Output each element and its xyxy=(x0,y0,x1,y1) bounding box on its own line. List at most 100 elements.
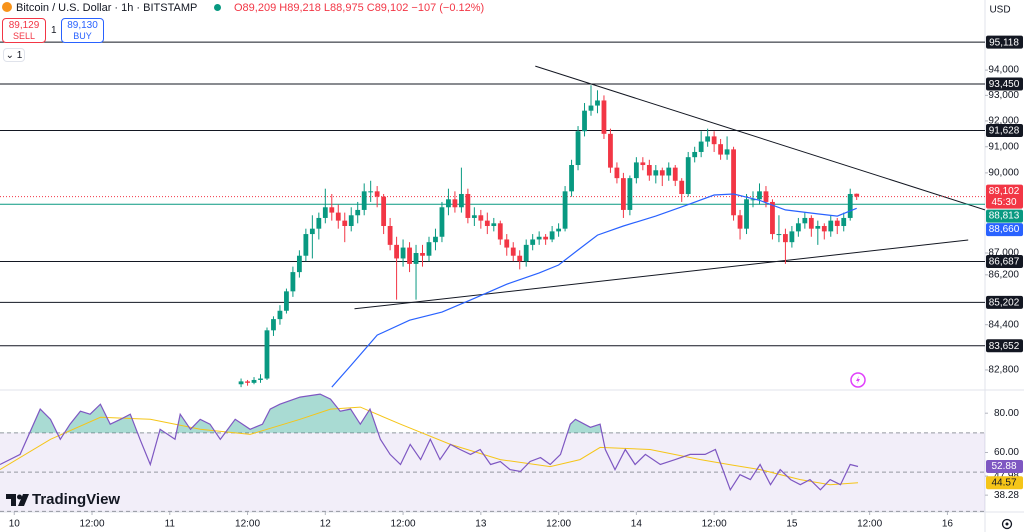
candle-body xyxy=(834,220,840,226)
candle-body xyxy=(815,225,821,229)
candle-body xyxy=(523,244,529,262)
candle-body xyxy=(238,381,244,385)
candle-body xyxy=(672,167,678,181)
candle-body xyxy=(770,201,775,235)
buy-button[interactable]: 89,130 BUY xyxy=(61,18,104,43)
candle-body xyxy=(303,234,309,256)
candle-body xyxy=(290,272,296,292)
open: O89,209 xyxy=(234,2,277,14)
candle-body xyxy=(264,330,270,379)
rsi-tick-label: 60.00 xyxy=(994,447,1019,458)
marker-price-label: 88,813 xyxy=(989,211,1020,222)
candle-body xyxy=(633,162,639,179)
level-label-bg xyxy=(986,339,1023,353)
level-label: 93,450 xyxy=(989,79,1020,90)
candle-body xyxy=(478,215,484,221)
candle-body xyxy=(588,105,594,111)
sell-button[interactable]: 89,129 SELL xyxy=(2,18,46,43)
candle-body xyxy=(316,217,322,229)
settings-icon[interactable] xyxy=(1001,518,1013,530)
rsi-ma-value-label: 44.57 xyxy=(991,477,1016,488)
candle-body xyxy=(407,247,412,264)
x-tick-label: 12:00 xyxy=(857,519,882,530)
candle-body xyxy=(251,379,257,383)
candle-body xyxy=(471,215,477,218)
ma-price-bg xyxy=(986,223,1023,237)
candle-body xyxy=(400,247,406,259)
candle-body xyxy=(355,209,361,216)
candle-body xyxy=(439,207,445,237)
sell-label: SELL xyxy=(12,31,36,41)
indicator-toggle[interactable]: ⌄ 1 xyxy=(3,48,25,62)
coin-icon xyxy=(2,2,12,12)
candle-body xyxy=(627,178,633,210)
candle-body xyxy=(271,319,276,331)
candle-body xyxy=(621,178,626,210)
rsi-value-label: 52.88 xyxy=(991,461,1016,472)
low: L88,975 xyxy=(323,2,364,14)
symbol-title[interactable]: Bitcoin / U.S. Dollar · 1h · BITSTAMP xyxy=(16,2,198,14)
candle-body xyxy=(763,191,769,202)
alert-icon[interactable] xyxy=(850,372,866,388)
candle-body xyxy=(841,217,847,226)
ma-price-label: 88,660 xyxy=(989,224,1020,235)
level-label-bg xyxy=(986,255,1023,269)
candle-body xyxy=(322,207,328,218)
candle-body xyxy=(368,191,374,193)
market-status xyxy=(214,4,221,11)
candle-body xyxy=(731,149,736,216)
candle-body xyxy=(348,215,354,226)
x-tick-label: 10 xyxy=(9,519,21,530)
y-tick-label: 86,200 xyxy=(988,269,1019,280)
candle-body xyxy=(640,162,646,166)
x-tick-label: 12:00 xyxy=(546,519,571,530)
trendline xyxy=(535,65,985,211)
candle-body xyxy=(361,191,367,210)
x-tick-label: 12:00 xyxy=(80,519,105,530)
brand: TradingView xyxy=(32,491,120,508)
candle-body xyxy=(744,199,749,229)
level-label: 85,202 xyxy=(989,298,1020,309)
candle-body xyxy=(679,180,685,194)
candle-body xyxy=(510,247,516,256)
candle-body xyxy=(757,191,762,200)
candle-body xyxy=(666,167,672,176)
candle-body xyxy=(426,242,432,256)
candle-body xyxy=(724,149,730,155)
candle-body xyxy=(828,220,834,232)
candle-body xyxy=(685,157,691,194)
x-tick-label: 12 xyxy=(320,519,332,530)
moving-average-line xyxy=(331,193,857,388)
candle-body xyxy=(296,255,302,273)
candle-body xyxy=(808,217,814,229)
candle-body xyxy=(601,100,607,134)
ohlc-readout: O89,209 H89,218 L88,975 C89,102 −107 (−0… xyxy=(234,2,484,14)
change: −107 (−0.12%) xyxy=(411,2,485,14)
candle-body xyxy=(497,223,503,240)
candle-body xyxy=(776,234,782,236)
candle-body xyxy=(381,196,387,226)
candle-body xyxy=(309,228,315,235)
candle-body xyxy=(646,165,652,176)
x-tick-label: 16 xyxy=(942,519,954,530)
trendline xyxy=(354,239,969,310)
candle-body xyxy=(692,151,698,158)
axes: 94,000 93,000 92,000 91,000 90,000 87,000 86,2… xyxy=(9,35,1023,530)
candle-body xyxy=(543,236,549,240)
candle-body xyxy=(821,225,827,232)
candle-body xyxy=(750,199,756,201)
candle-body xyxy=(329,207,335,213)
rsi-value-bg xyxy=(986,459,1023,473)
candle-body xyxy=(789,231,795,243)
candle-body xyxy=(614,167,620,179)
last-price-label-bg xyxy=(986,184,1023,209)
candle-body xyxy=(608,133,613,168)
candle-body xyxy=(556,228,561,232)
logo xyxy=(6,494,29,506)
candle-body xyxy=(374,191,380,197)
candle-body xyxy=(245,381,250,383)
candle-body xyxy=(711,136,717,145)
candle-body xyxy=(653,170,659,176)
candle-body xyxy=(536,236,542,240)
